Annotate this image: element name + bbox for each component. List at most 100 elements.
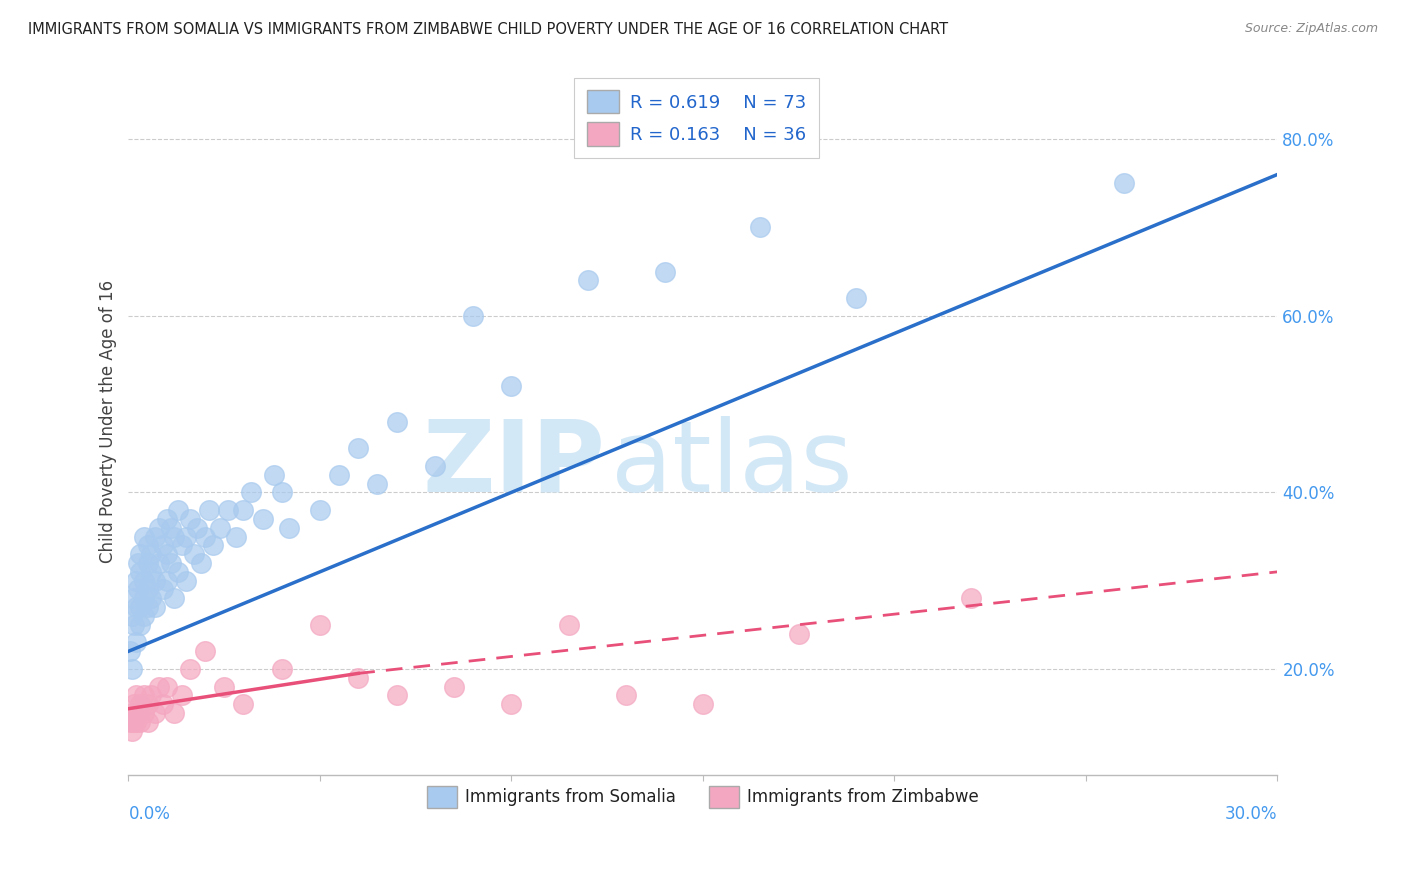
Point xyxy=(1114,177,1136,191)
Point xyxy=(576,273,599,287)
Point xyxy=(141,591,163,606)
Point xyxy=(129,547,152,561)
Text: ZIP: ZIP xyxy=(422,416,605,513)
Point xyxy=(136,582,159,597)
Text: atlas: atlas xyxy=(612,416,852,513)
Point xyxy=(156,547,179,561)
Point xyxy=(232,698,254,712)
Point xyxy=(347,671,370,685)
Point xyxy=(183,547,205,561)
Point xyxy=(654,264,676,278)
Point xyxy=(132,609,155,624)
Point xyxy=(125,714,148,729)
Point xyxy=(270,485,292,500)
Point xyxy=(141,547,163,561)
Text: Source: ZipAtlas.com: Source: ZipAtlas.com xyxy=(1244,22,1378,36)
Point xyxy=(132,529,155,543)
Point xyxy=(198,503,221,517)
Point xyxy=(121,662,143,676)
Point xyxy=(132,689,155,703)
Point xyxy=(143,706,166,720)
Point xyxy=(225,529,247,543)
Point xyxy=(501,698,523,712)
Point xyxy=(787,626,810,640)
Point xyxy=(148,521,170,535)
Point xyxy=(194,644,217,658)
Point xyxy=(232,503,254,517)
Point xyxy=(152,698,174,712)
Point xyxy=(132,706,155,720)
Point xyxy=(252,512,274,526)
Point xyxy=(122,714,145,729)
Point xyxy=(163,591,186,606)
Point xyxy=(121,723,143,738)
Point xyxy=(125,600,148,615)
Point xyxy=(152,582,174,597)
Point xyxy=(240,485,263,500)
Point xyxy=(129,698,152,712)
Point xyxy=(129,617,152,632)
Point xyxy=(186,521,208,535)
Point xyxy=(143,574,166,588)
Point xyxy=(558,617,581,632)
Point xyxy=(136,698,159,712)
Point xyxy=(385,415,408,429)
Point xyxy=(122,698,145,712)
Point xyxy=(174,574,197,588)
Point xyxy=(463,309,485,323)
Point xyxy=(121,609,143,624)
Point xyxy=(179,512,201,526)
Point xyxy=(120,644,142,658)
Point xyxy=(129,565,152,579)
Point xyxy=(179,662,201,676)
Point xyxy=(845,291,868,305)
Point xyxy=(209,521,232,535)
Point xyxy=(156,574,179,588)
Point xyxy=(385,689,408,703)
Point xyxy=(141,565,163,579)
Point xyxy=(201,538,224,552)
Point xyxy=(309,503,332,517)
Point xyxy=(143,529,166,543)
Point xyxy=(328,467,350,482)
Point xyxy=(443,680,465,694)
Point xyxy=(136,600,159,615)
Point xyxy=(125,574,148,588)
Point xyxy=(174,529,197,543)
Point xyxy=(194,529,217,543)
Point xyxy=(122,591,145,606)
Point xyxy=(217,503,239,517)
Text: 30.0%: 30.0% xyxy=(1225,805,1278,823)
Point xyxy=(614,689,637,703)
Point xyxy=(163,529,186,543)
Point xyxy=(148,556,170,570)
Point xyxy=(136,538,159,552)
Point xyxy=(121,706,143,720)
Text: IMMIGRANTS FROM SOMALIA VS IMMIGRANTS FROM ZIMBABWE CHILD POVERTY UNDER THE AGE : IMMIGRANTS FROM SOMALIA VS IMMIGRANTS FR… xyxy=(28,22,948,37)
Point xyxy=(148,680,170,694)
Point xyxy=(692,698,714,712)
Text: 0.0%: 0.0% xyxy=(128,805,170,823)
Point xyxy=(125,635,148,649)
Point xyxy=(136,556,159,570)
Point xyxy=(127,556,149,570)
Point xyxy=(263,467,285,482)
Point xyxy=(156,512,179,526)
Point xyxy=(120,714,142,729)
Point xyxy=(167,565,190,579)
Point xyxy=(167,503,190,517)
Point xyxy=(122,617,145,632)
Point xyxy=(278,521,301,535)
Point xyxy=(127,582,149,597)
Point xyxy=(159,521,181,535)
Point xyxy=(501,379,523,393)
Point xyxy=(129,600,152,615)
Point xyxy=(347,441,370,455)
Point xyxy=(172,689,194,703)
Point xyxy=(960,591,983,606)
Point xyxy=(125,689,148,703)
Y-axis label: Child Poverty Under the Age of 16: Child Poverty Under the Age of 16 xyxy=(100,280,117,563)
Legend: Immigrants from Somalia, Immigrants from Zimbabwe: Immigrants from Somalia, Immigrants from… xyxy=(419,778,987,816)
Point xyxy=(129,714,152,729)
Point xyxy=(136,714,159,729)
